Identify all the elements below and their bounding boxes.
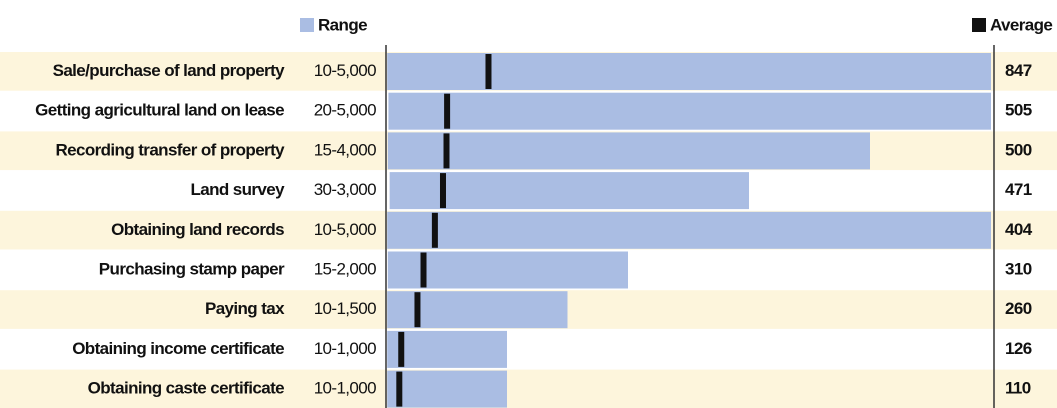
range-bar (387, 370, 507, 408)
average-label: 260 (1005, 299, 1032, 318)
average-marker (443, 133, 450, 169)
range-bar (387, 132, 870, 170)
range-bar (388, 92, 991, 130)
average-marker (398, 331, 405, 367)
average-marker (485, 54, 492, 89)
average-marker (420, 252, 427, 288)
range-label: 20-5,000 (314, 101, 376, 120)
average-label: 310 (1005, 259, 1032, 278)
average-marker (439, 173, 446, 209)
legend-label: Average (990, 15, 1052, 34)
average-label: 404 (1005, 220, 1033, 239)
legend-swatch-range (300, 18, 314, 32)
average-label: 505 (1005, 101, 1032, 120)
average-marker (431, 212, 438, 248)
range-label: 30-3,000 (314, 180, 376, 199)
category-label: Purchasing stamp paper (99, 259, 285, 278)
range-label: 10-5,000 (314, 61, 376, 80)
average-label: 500 (1005, 140, 1032, 159)
average-label: 110 (1005, 379, 1031, 398)
category-label: Obtaining income certificate (72, 339, 284, 358)
average-label: 471 (1005, 180, 1032, 199)
range-bar (387, 53, 992, 90)
category-label: Obtaining caste certificate (88, 379, 285, 398)
range-label: 15-4,000 (314, 140, 376, 159)
range-label: 15-2,000 (314, 259, 376, 278)
category-label: Land survey (190, 180, 285, 199)
range-label: 10-1,500 (314, 299, 376, 318)
legend-label: Range (318, 15, 367, 34)
average-label: 847 (1005, 61, 1032, 80)
range-bar (387, 291, 568, 329)
category-label: Sale/purchase of land property (53, 61, 286, 80)
category-label: Recording transfer of property (55, 140, 285, 159)
range-label: 10-1,000 (314, 379, 376, 398)
range-bar (389, 172, 749, 210)
row-band (0, 369, 1057, 408)
average-label: 126 (1005, 339, 1032, 358)
range-bar (387, 251, 628, 289)
range-label: 10-5,000 (314, 220, 376, 239)
average-marker (414, 292, 421, 328)
range-label: 10-1,000 (314, 339, 376, 358)
legend-swatch-average (972, 18, 986, 32)
category-label: Paying tax (205, 299, 285, 318)
average-marker (444, 93, 451, 129)
category-label: Obtaining land records (111, 220, 284, 239)
range-bar (387, 211, 992, 249)
average-marker (396, 371, 403, 407)
range-bar (387, 330, 507, 368)
category-label: Getting agricultural land on lease (35, 101, 284, 120)
